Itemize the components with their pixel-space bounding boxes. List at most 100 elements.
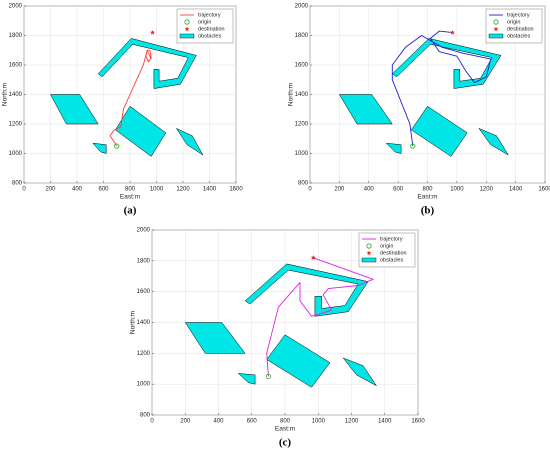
x-tick-label: 0	[150, 419, 154, 425]
y-tick-label: 1200	[9, 122, 23, 128]
x-tick-label: 400	[72, 187, 83, 193]
origin-marker	[410, 143, 416, 149]
legend-label: obstacles	[507, 33, 530, 39]
x-tick-label: 1000	[312, 419, 326, 425]
x-axis-label: East:m	[275, 426, 295, 433]
x-tick-label: 1200	[480, 187, 494, 193]
x-tick-label: 1400	[509, 187, 523, 193]
y-axis-label: North:m	[2, 83, 9, 106]
x-tick-label: 600	[393, 187, 404, 193]
x-tick-label: 400	[213, 419, 224, 425]
x-tick-label: 0	[308, 187, 312, 193]
x-tick-label: 200	[334, 187, 345, 193]
legend-swatch	[179, 33, 195, 39]
destination-marker	[366, 250, 372, 256]
y-tick-label: 2000	[295, 4, 309, 10]
obstacle	[237, 373, 256, 385]
obstacle	[50, 94, 99, 125]
obstacle	[266, 334, 331, 388]
legend-swatch	[488, 33, 504, 39]
y-tick-label: 1800	[9, 33, 23, 39]
y-tick-label: 1400	[137, 320, 151, 326]
y-tick-label: 1600	[137, 289, 151, 295]
origin-marker	[184, 19, 190, 25]
x-tick-label: 800	[125, 187, 136, 193]
x-tick-label: 800	[422, 187, 433, 193]
obstacle	[385, 142, 402, 154]
legend-label: trajectory	[380, 236, 403, 242]
y-tick-label: 800	[298, 181, 309, 187]
legend-label: origin	[380, 243, 393, 249]
legend-swatch	[361, 257, 377, 263]
x-tick-label: 1000	[150, 187, 164, 193]
obstacle	[410, 105, 468, 157]
obstacle	[338, 94, 393, 125]
y-tick-label: 1200	[295, 122, 309, 128]
origin-marker	[265, 373, 271, 380]
destination-marker	[150, 30, 155, 35]
x-axis-label: East:m	[120, 194, 140, 201]
legend-label: obstacles	[198, 33, 221, 39]
destination-marker	[184, 26, 190, 32]
x-tick-label: 200	[45, 187, 56, 193]
y-tick-label: 1400	[9, 92, 23, 98]
legend-label: origin	[507, 19, 520, 25]
obstacle	[92, 142, 107, 154]
y-tick-label: 2000	[9, 4, 23, 10]
y-tick-label: 1600	[295, 63, 309, 69]
legend-label: destination	[198, 26, 225, 32]
trajectory-line	[266, 257, 374, 377]
x-tick-label: 1600	[411, 419, 425, 425]
y-tick-label: 1000	[137, 382, 151, 388]
obstacle	[97, 38, 197, 89]
x-tick-label: 1400	[378, 419, 392, 425]
subplot: 0 200 400 600 800 1000 1200 1400 1600 800 1000 1200…	[2, 4, 244, 217]
y-axis-label: North:m	[130, 311, 137, 334]
legend-label: destination	[380, 250, 407, 256]
legend-label: trajectory	[507, 12, 530, 18]
y-tick-label: 1800	[137, 258, 151, 264]
obstacle	[391, 38, 502, 89]
origin-marker	[114, 143, 120, 149]
legend-label: obstacles	[380, 257, 403, 263]
x-tick-label: 200	[180, 419, 191, 425]
subplot: 0 200 400 600 800 1000 1200 1400 1600 800 1000 1200…	[130, 228, 426, 449]
panel-label: (b)	[421, 205, 435, 217]
y-tick-label: 1000	[295, 151, 309, 157]
y-tick-label: 800	[140, 413, 151, 419]
y-tick-label: 1200	[137, 351, 151, 357]
x-tick-label: 1000	[450, 187, 464, 193]
x-tick-label: 1600	[229, 187, 243, 193]
y-tick-label: 1000	[9, 151, 23, 157]
x-tick-label: 1600	[538, 187, 550, 193]
y-axis-label: North:m	[288, 83, 295, 106]
legend-label: trajectory	[198, 12, 221, 18]
legend-label: origin	[198, 19, 211, 25]
x-tick-label: 600	[247, 419, 258, 425]
subplot: 0 200 400 600 800 1000 1200 1400 1600 800 1000 1200…	[288, 4, 550, 217]
x-tick-label: 1200	[345, 419, 359, 425]
x-tick-label: 1400	[203, 187, 217, 193]
obstacle	[184, 322, 246, 354]
obstacle	[175, 127, 204, 156]
destination-marker	[450, 30, 455, 35]
x-axis-label: East:m	[417, 194, 437, 201]
obstacle	[478, 127, 509, 156]
x-tick-label: 1200	[176, 187, 190, 193]
y-tick-label: 2000	[137, 228, 151, 234]
legend-label: destination	[507, 26, 534, 32]
x-tick-label: 400	[364, 187, 375, 193]
y-tick-label: 800	[12, 181, 23, 187]
origin-marker	[493, 19, 499, 25]
obstacle	[115, 105, 167, 157]
y-tick-label: 1400	[295, 92, 309, 98]
x-tick-label: 800	[280, 419, 291, 425]
x-tick-label: 600	[98, 187, 109, 193]
x-tick-label: 0	[22, 187, 26, 193]
trajectory-line	[109, 49, 152, 147]
y-tick-label: 1600	[9, 63, 23, 69]
panel-label: (a)	[124, 205, 137, 217]
obstacle	[342, 357, 377, 386]
panel-label: (c)	[279, 437, 292, 449]
